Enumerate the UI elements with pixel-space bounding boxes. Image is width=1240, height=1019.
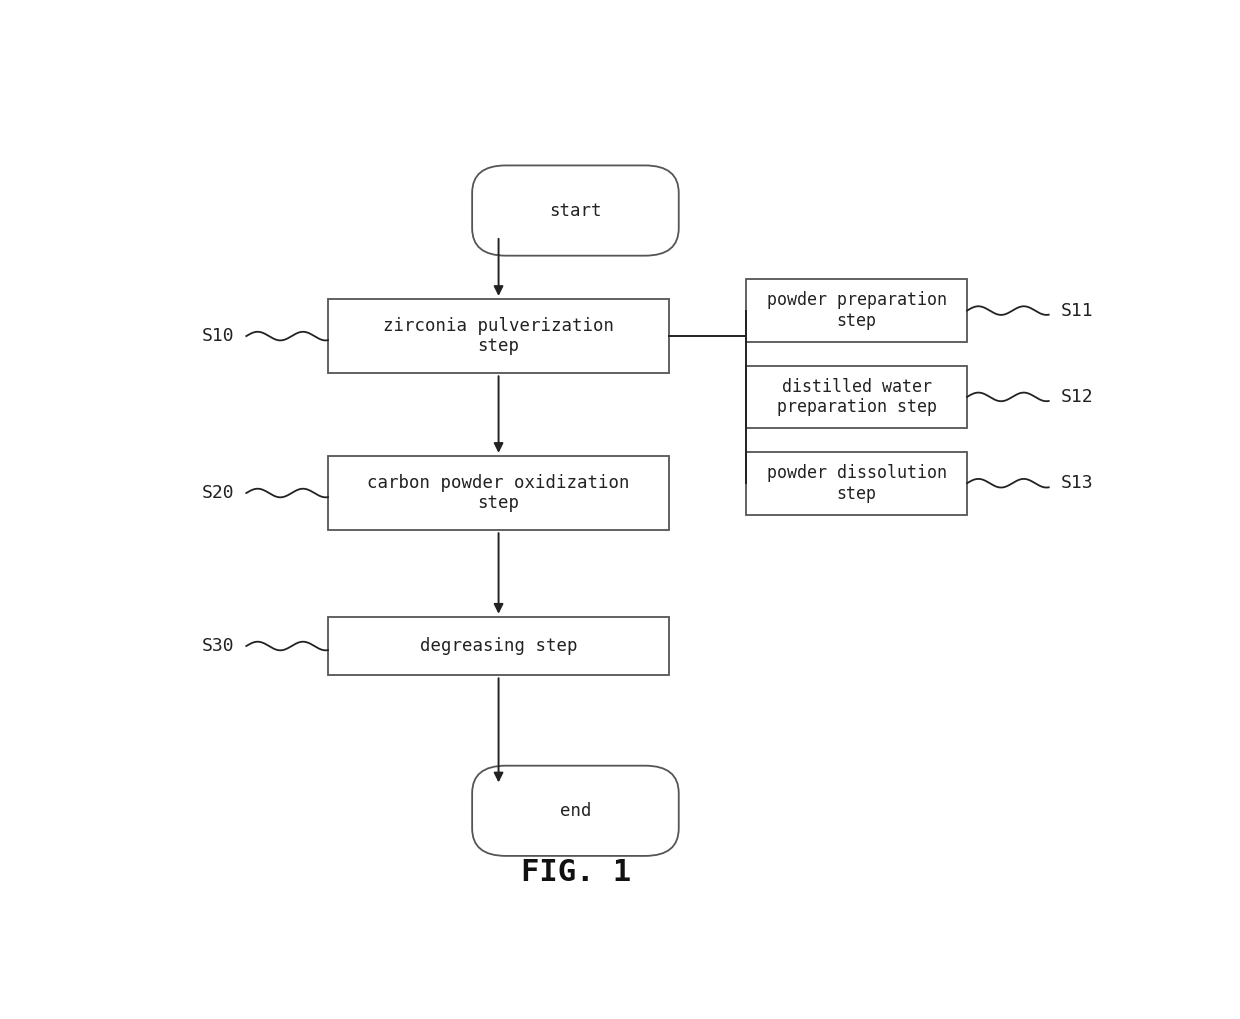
FancyBboxPatch shape xyxy=(327,299,670,373)
FancyBboxPatch shape xyxy=(746,366,967,428)
FancyBboxPatch shape xyxy=(472,165,678,256)
Text: start: start xyxy=(549,202,601,219)
Text: distilled water
preparation step: distilled water preparation step xyxy=(776,377,936,417)
FancyBboxPatch shape xyxy=(327,455,670,530)
Text: end: end xyxy=(559,802,591,820)
Text: powder dissolution
step: powder dissolution step xyxy=(766,464,946,502)
Text: S20: S20 xyxy=(202,484,234,502)
Text: S13: S13 xyxy=(1060,474,1092,492)
Text: S10: S10 xyxy=(202,327,234,345)
Text: FIG. 1: FIG. 1 xyxy=(521,858,631,888)
FancyBboxPatch shape xyxy=(746,451,967,515)
FancyBboxPatch shape xyxy=(746,279,967,342)
FancyBboxPatch shape xyxy=(472,765,678,856)
Text: S30: S30 xyxy=(202,637,234,655)
Text: powder preparation
step: powder preparation step xyxy=(766,291,946,330)
FancyBboxPatch shape xyxy=(327,616,670,676)
Text: zirconia pulverization
step: zirconia pulverization step xyxy=(383,317,614,356)
Text: S12: S12 xyxy=(1060,388,1092,406)
Text: carbon powder oxidization
step: carbon powder oxidization step xyxy=(367,474,630,513)
Text: S11: S11 xyxy=(1060,302,1092,320)
Text: degreasing step: degreasing step xyxy=(420,637,578,655)
